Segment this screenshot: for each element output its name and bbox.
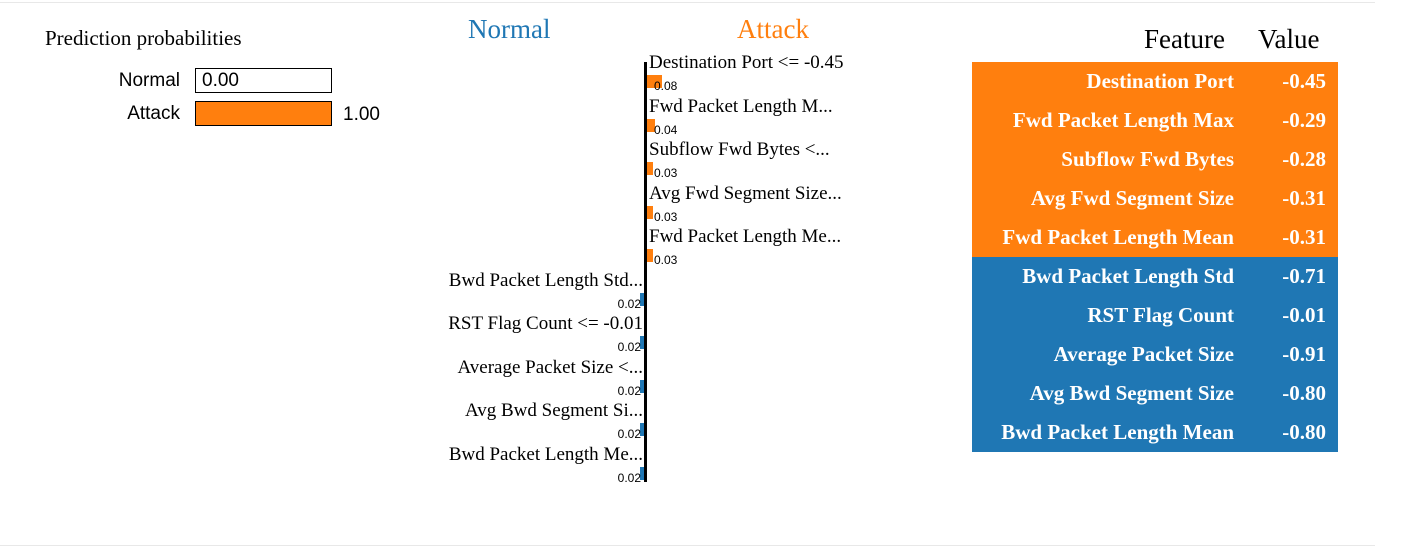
table-cell-feature: Avg Fwd Segment Size	[1030, 186, 1234, 210]
chart-axis-line	[644, 62, 647, 482]
feature-label: Avg Bwd Segment Si...	[464, 400, 643, 421]
feature-bar	[640, 292, 644, 306]
feature-bar	[647, 162, 653, 175]
table-cell-feature: Average Packet Size	[1053, 342, 1234, 366]
proba-label-attack: Attack	[127, 103, 180, 124]
feature-value-label: 0.02	[617, 340, 641, 354]
feature-label: Bwd Packet Length Me...	[448, 443, 643, 465]
table-cell-feature: RST Flag Count	[1087, 303, 1234, 327]
table-header-value: Value	[1258, 24, 1320, 54]
feature-value-label: 0.03	[654, 253, 678, 267]
table-cell-value: -0.29	[1282, 108, 1326, 132]
table-row: Fwd Packet Length Mean -0.31	[972, 218, 1338, 257]
feature-label: RST Flag Count <= -0.01	[448, 313, 643, 334]
proba-bar-attack	[195, 101, 332, 126]
table-cell-value: -0.45	[1282, 69, 1326, 93]
proba-value-normal: 0.00	[202, 70, 239, 91]
feature-label: Average Packet Size <...	[457, 356, 643, 378]
feature-label: Avg Fwd Segment Size...	[649, 182, 842, 204]
table-cell-feature: Bwd Packet Length Std	[1022, 264, 1234, 288]
table-row: Fwd Packet Length Max -0.29	[972, 101, 1338, 140]
feature-label: Bwd Packet Length Std...	[448, 269, 643, 291]
table-header-feature: Feature	[1144, 24, 1225, 54]
top-divider	[0, 2, 1375, 3]
table-cell-value: -0.80	[1282, 420, 1326, 444]
feature-value-label: 0.02	[617, 383, 641, 398]
table-cell-value: -0.31	[1282, 225, 1326, 249]
prediction-probabilities-title: Prediction probabilities	[45, 26, 242, 50]
feature-bar	[647, 118, 655, 132]
table-cell-feature: Avg Bwd Segment Size	[1029, 381, 1234, 405]
feature-label: Destination Port <= -0.45	[649, 52, 844, 73]
table-row: Avg Bwd Segment Size -0.80	[972, 374, 1338, 413]
feature-value-label: 0.02	[617, 296, 641, 311]
table-row: Avg Fwd Segment Size -0.31	[972, 179, 1338, 218]
table-row: Average Packet Size -0.91	[972, 335, 1338, 374]
feature-label: Fwd Packet Length M...	[649, 95, 833, 117]
table-cell-value: -0.91	[1282, 342, 1326, 366]
table-cell-feature: Bwd Packet Length Mean	[1001, 420, 1234, 444]
table-cell-value: -0.28	[1282, 147, 1326, 171]
table-cell-value: -0.80	[1282, 381, 1326, 405]
table-row: Destination Port -0.45	[972, 62, 1338, 101]
feature-bar	[647, 249, 653, 262]
table-row: Bwd Packet Length Mean -0.80	[972, 413, 1338, 452]
feature-value-label: 0.04	[654, 122, 678, 137]
proba-label-normal: Normal	[118, 70, 180, 91]
feature-bar	[647, 75, 663, 88]
table-row: RST Flag Count -0.01	[972, 296, 1338, 335]
table-row: Subflow Fwd Bytes -0.28	[972, 140, 1338, 179]
feature-label: Fwd Packet Length Me...	[649, 226, 842, 247]
feature-bar	[640, 423, 644, 436]
feature-bar	[640, 379, 644, 393]
table-cell-value: -0.31	[1282, 186, 1326, 210]
feature-value-label: 0.03	[654, 209, 678, 224]
feature-bar	[640, 336, 644, 349]
feature-value-label: 0.08	[654, 79, 678, 93]
feature-value-label: 0.02	[617, 427, 641, 441]
table-cell-feature: Destination Port	[1086, 69, 1234, 93]
table-cell-feature: Fwd Packet Length Mean	[1002, 225, 1234, 249]
table-cell-feature: Subflow Fwd Bytes	[1061, 147, 1234, 171]
proba-value-attack: 1.00	[343, 104, 380, 125]
feature-bar	[640, 466, 644, 480]
feature-label: Subflow Fwd Bytes <...	[649, 139, 830, 160]
proba-fill-attack	[196, 102, 331, 125]
table-cell-value: -0.71	[1282, 264, 1326, 288]
table-cell-value: -0.01	[1282, 303, 1326, 327]
bottom-divider	[0, 545, 1375, 546]
table-row: Bwd Packet Length Std -0.71	[972, 257, 1338, 296]
feature-value-label: 0.03	[654, 166, 678, 180]
proba-bar-normal: 0.00	[195, 68, 332, 93]
table-cell-feature: Fwd Packet Length Max	[1012, 108, 1234, 132]
feature-bar	[647, 205, 653, 219]
feature-value-label: 0.02	[617, 470, 641, 485]
left-class-title: Normal	[468, 14, 551, 44]
right-class-title: Attack	[737, 14, 809, 44]
